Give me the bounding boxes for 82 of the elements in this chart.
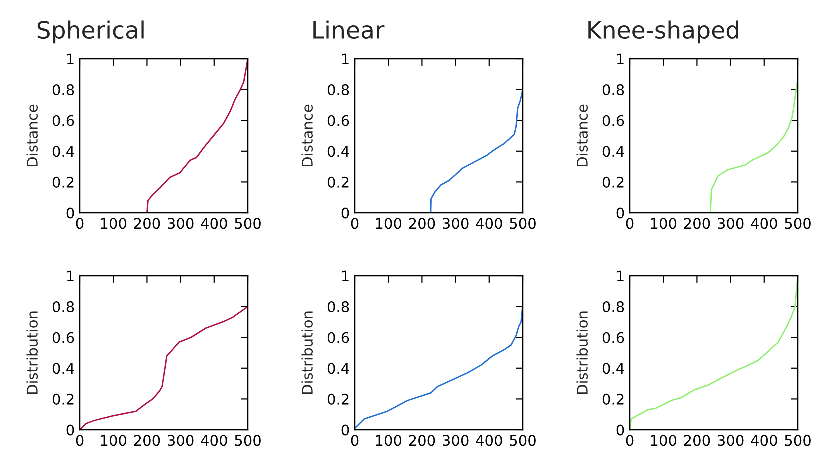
x-tick-label: 0 xyxy=(351,218,359,230)
y-axis-title: Distance xyxy=(26,104,38,166)
y-tick-label: 0.4 xyxy=(328,363,350,374)
x-tick-label: 500 xyxy=(235,218,261,230)
x-tick-label: 400 xyxy=(751,218,778,230)
chart-title: Knee-shaped xyxy=(588,20,738,44)
y-tick-label: 0.2 xyxy=(52,394,74,405)
y-tick-label: 0.8 xyxy=(602,302,624,313)
x-tick-label: 0 xyxy=(76,435,84,446)
line-series xyxy=(630,276,798,430)
chart-title: Spherical xyxy=(38,20,144,44)
x-tick-label: 100 xyxy=(651,435,677,446)
y-tick-label: 0.2 xyxy=(602,394,624,405)
x-tick-label: 400 xyxy=(476,218,502,230)
x-tick-label: 400 xyxy=(751,435,778,446)
y-tick-label: 0 xyxy=(342,208,350,219)
x-tick-label: 200 xyxy=(684,218,710,230)
x-tick-label: 300 xyxy=(718,218,744,230)
x-tick-label: 300 xyxy=(168,218,194,230)
y-tick-label: 0.4 xyxy=(602,146,624,158)
x-tick-label: 0 xyxy=(626,435,634,446)
y-axis-title: Distance xyxy=(576,104,588,166)
x-tick-label: 0 xyxy=(351,435,359,446)
chart-title: Linear xyxy=(314,20,385,40)
x-tick-label: 500 xyxy=(785,218,811,230)
y-tick-label: 0.8 xyxy=(602,84,624,96)
x-tick-label: 200 xyxy=(134,435,160,446)
x-tick-label: 200 xyxy=(134,218,160,230)
x-tick-label: 300 xyxy=(442,218,469,230)
x-tick-label: 500 xyxy=(510,435,536,446)
y-axis-title: Distance xyxy=(302,104,314,166)
y-tick-label: 0.6 xyxy=(52,115,74,126)
y-tick-label: 1 xyxy=(342,54,349,65)
x-tick-label: 400 xyxy=(201,435,228,446)
y-tick-label: 0.2 xyxy=(328,394,349,405)
y-tick-label: 0.4 xyxy=(602,363,624,374)
y-tick-label: 0.6 xyxy=(602,332,624,344)
x-tick-label: 500 xyxy=(235,435,261,446)
x-tick-label: 100 xyxy=(376,435,402,446)
y-tick-label: 0.8 xyxy=(52,302,74,313)
y-tick-label: 0.8 xyxy=(52,84,74,96)
y-tick-label: 0.8 xyxy=(328,302,350,313)
y-tick-label: 0 xyxy=(66,208,74,219)
y-tick-label: 1 xyxy=(617,270,624,282)
y-tick-label: 0.6 xyxy=(328,332,350,344)
y-tick-label: 0.8 xyxy=(328,84,350,96)
y-tick-label: 0.2 xyxy=(328,176,349,188)
x-tick-label: 500 xyxy=(510,218,536,230)
x-tick-label: 500 xyxy=(785,435,811,446)
x-tick-label: 400 xyxy=(476,435,502,446)
x-tick-label: 300 xyxy=(168,435,194,446)
x-tick-label: 100 xyxy=(651,218,677,230)
y-tick-label: 0 xyxy=(342,424,350,436)
x-tick-label: 400 xyxy=(201,218,228,230)
x-tick-label: 100 xyxy=(376,218,402,230)
y-tick-label: 1 xyxy=(67,54,74,65)
y-tick-label: 0.6 xyxy=(52,332,74,344)
y-tick-label: 0.2 xyxy=(52,176,74,188)
y-tick-label: 0.4 xyxy=(328,146,350,158)
y-tick-label: 0.6 xyxy=(328,115,350,126)
y-tick-label: 0 xyxy=(66,424,74,436)
y-tick-label: 0.2 xyxy=(602,176,624,188)
x-tick-label: 200 xyxy=(684,435,710,446)
y-axis-title: Distribution xyxy=(26,312,38,394)
y-tick-label: 0 xyxy=(616,424,624,436)
y-tick-label: 1 xyxy=(617,54,624,65)
x-tick-label: 0 xyxy=(626,218,634,230)
x-tick-label: 100 xyxy=(101,218,127,230)
y-tick-label: 0.6 xyxy=(602,115,624,126)
y-axis-title: Distribution xyxy=(302,312,314,394)
x-tick-label: 200 xyxy=(409,218,436,230)
x-tick-label: 0 xyxy=(76,218,84,230)
y-tick-label: 0 xyxy=(616,208,624,219)
x-tick-label: 100 xyxy=(101,435,127,446)
x-tick-label: 300 xyxy=(718,435,744,446)
x-tick-label: 200 xyxy=(409,435,436,446)
y-axis-title: Distribution xyxy=(576,312,588,394)
x-tick-label: 300 xyxy=(442,435,469,446)
y-tick-label: 1 xyxy=(67,270,74,282)
y-tick-label: 0.4 xyxy=(52,146,74,158)
y-tick-label: 1 xyxy=(342,270,349,282)
y-tick-label: 0.4 xyxy=(52,363,74,374)
